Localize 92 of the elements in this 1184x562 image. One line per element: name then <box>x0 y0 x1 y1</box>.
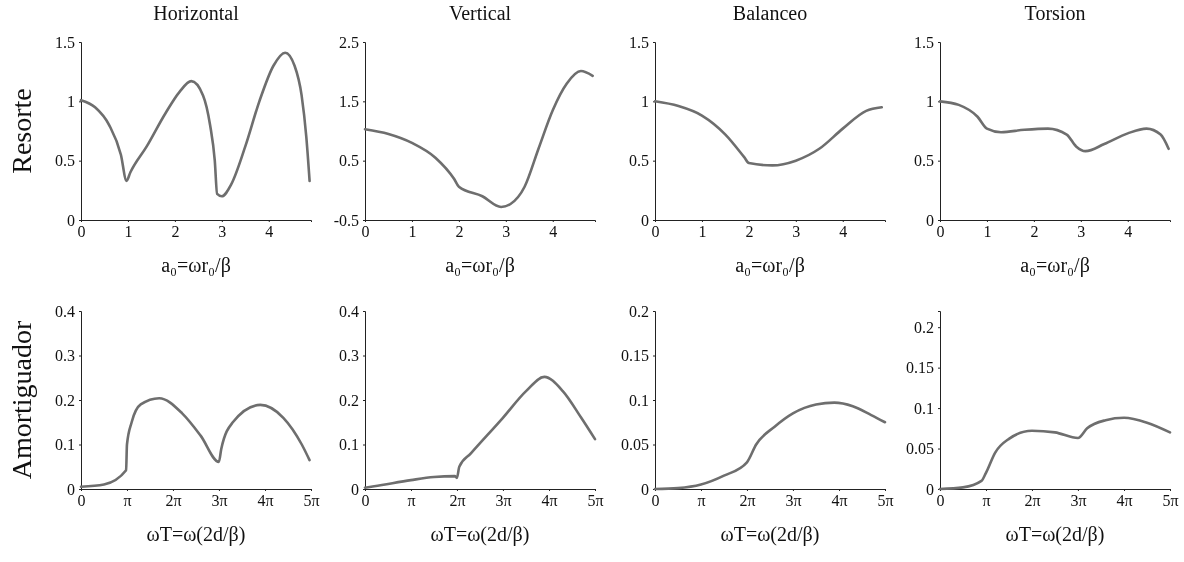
x-tick-label: 4 <box>1124 223 1133 241</box>
x-tick-label: 2 <box>171 223 180 241</box>
y-tick-label: 0 <box>926 211 934 229</box>
x-tick-label: 1 <box>408 223 417 241</box>
x-tick-label: 3π <box>785 492 802 510</box>
x-tick-label: 2 <box>1030 223 1039 241</box>
y-tick-label: 0.5 <box>629 152 649 170</box>
x-axis-title: ωT=ω(2d/β) <box>1005 523 1105 546</box>
x-axis-title: ωT=ω(2d/β) <box>430 523 530 546</box>
y-tick-label: 0.1 <box>55 436 75 454</box>
y-tick-label: 0.4 <box>339 302 359 320</box>
x-tick-label: 2π <box>165 492 182 510</box>
x-tick-label: 3π <box>1070 492 1087 510</box>
x-tick-label: 0 <box>361 492 370 510</box>
x-tick-label: 5π <box>1162 492 1179 510</box>
y-tick-label: 1.5 <box>914 33 934 51</box>
y-tick-label: 1.5 <box>55 33 75 51</box>
x-tick-label: 3 <box>1077 223 1086 241</box>
y-tick-label: 0.3 <box>55 347 75 365</box>
x-tick-label: 5π <box>877 492 894 510</box>
y-tick-label: 0.2 <box>629 302 649 320</box>
y-tick-label: 0 <box>351 480 359 498</box>
y-tick-label: 0.1 <box>914 399 934 417</box>
y-tick-label: 0.2 <box>339 391 359 409</box>
chart-title: Vertical <box>448 2 512 24</box>
x-tick-label: 2π <box>1024 492 1041 510</box>
y-tick-label: 1.5 <box>629 33 649 51</box>
x-tick-label: 2 <box>745 223 754 241</box>
y-tick-label: 0.15 <box>621 347 649 365</box>
chart-title: Torsion <box>1024 2 1086 24</box>
y-tick-label: 1.5 <box>339 92 359 110</box>
y-tick-label: 0.1 <box>629 391 649 409</box>
x-axis-title: a₀=ωr₀/β <box>445 254 515 277</box>
y-tick-label: 1 <box>67 92 75 110</box>
y-tick-label: 0.4 <box>55 302 75 320</box>
x-tick-label: 2 <box>455 223 464 241</box>
x-tick-label: 3π <box>211 492 228 510</box>
y-tick-label: 1 <box>926 92 934 110</box>
line-series <box>363 69 594 209</box>
x-tick-label: 1 <box>698 223 707 241</box>
x-tick-label: 4π <box>831 492 848 510</box>
y-tick-label: -0.5 <box>333 211 359 229</box>
x-tick-label: 2π <box>449 492 466 510</box>
x-axis-title: a₀=ωr₀/β <box>735 254 805 277</box>
x-tick-label: 3 <box>502 223 511 241</box>
x-tick-label: 4π <box>1116 492 1133 510</box>
y-tick-label: 0 <box>67 211 75 229</box>
x-tick-label: 4π <box>257 492 274 510</box>
y-tick-label: 1 <box>641 92 649 110</box>
x-tick-label: π <box>407 492 416 510</box>
y-tick-label: 0.5 <box>339 152 359 170</box>
y-tick-label: 0 <box>641 211 649 229</box>
chart-title: Balanceo <box>732 2 808 24</box>
x-tick-label: 3 <box>792 223 801 241</box>
x-tick-label: 1 <box>124 223 133 241</box>
y-tick-label: 0.1 <box>339 436 359 454</box>
line-series <box>79 51 311 198</box>
x-tick-label: 4π <box>541 492 558 510</box>
x-tick-label: 3 <box>218 223 227 241</box>
y-tick-label: 0 <box>926 480 934 498</box>
x-tick-label: π <box>982 492 991 510</box>
x-tick-label: π <box>697 492 706 510</box>
x-tick-label: 3π <box>495 492 512 510</box>
y-axis-title: Resorte <box>6 88 37 174</box>
y-tick-label: 0.15 <box>906 359 934 377</box>
y-axis-title: Amortiguador <box>6 320 37 480</box>
y-tick-label: 0.2 <box>55 391 75 409</box>
y-tick-label: 0 <box>641 480 649 498</box>
x-axis-title: ωT=ω(2d/β) <box>720 523 820 546</box>
y-tick-label: 0.5 <box>914 152 934 170</box>
x-axis-title: a₀=ωr₀/β <box>1020 254 1090 277</box>
x-tick-label: 5π <box>587 492 604 510</box>
y-tick-label: 0 <box>67 480 75 498</box>
x-tick-label: 2π <box>739 492 756 510</box>
x-tick-label: 4 <box>549 223 558 241</box>
y-tick-label: 0.3 <box>339 347 359 365</box>
x-tick-label: 4 <box>839 223 848 241</box>
x-tick-label: 5π <box>303 492 320 510</box>
x-axis-title: a₀=ωr₀/β <box>161 254 231 277</box>
x-axis-title: ωT=ω(2d/β) <box>146 523 246 546</box>
x-tick-label: 4 <box>265 223 274 241</box>
y-tick-label: 0.05 <box>906 440 934 458</box>
x-tick-label: π <box>123 492 132 510</box>
x-tick-label: 1 <box>983 223 992 241</box>
y-tick-label: 0.5 <box>55 152 75 170</box>
y-tick-label: 2.5 <box>339 33 359 51</box>
y-tick-label: 0.05 <box>621 436 649 454</box>
chart-title: Horizontal <box>153 2 240 24</box>
line-series <box>938 100 1170 153</box>
line-series <box>653 100 884 167</box>
y-tick-label: 0.2 <box>914 318 934 336</box>
x-tick-label: 0 <box>361 223 370 241</box>
